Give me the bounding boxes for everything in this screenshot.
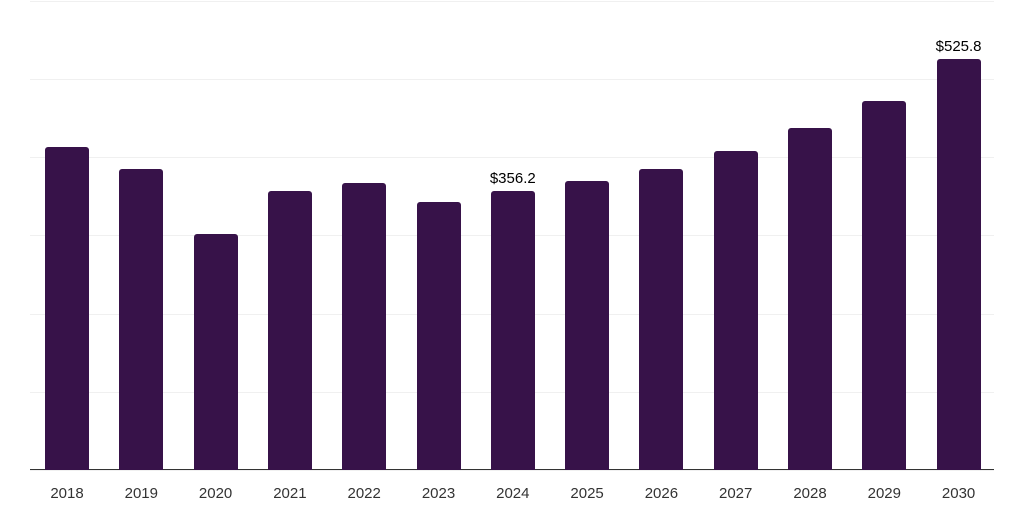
bar-2025 <box>565 180 610 470</box>
x-tick-label: 2019 <box>124 485 158 502</box>
x-tick-label: 2020 <box>198 485 233 502</box>
bar-2023 <box>416 201 461 470</box>
bar-2029 <box>862 100 907 470</box>
bar-2022 <box>342 182 387 470</box>
gridline <box>30 78 994 80</box>
x-tick-label: 2027 <box>719 485 753 502</box>
bar-2027 <box>713 150 758 470</box>
bar-2026 <box>639 168 684 470</box>
bar-2020 <box>193 233 238 470</box>
x-tick-label: 2030 <box>941 485 976 502</box>
x-tick-label: 2024 <box>496 485 530 502</box>
gridline <box>30 157 994 158</box>
bar-2030 <box>936 58 981 470</box>
gridline <box>30 470 994 471</box>
data-label: $525.8 <box>935 37 982 55</box>
bar-2028 <box>788 127 832 470</box>
gridline <box>30 0 994 2</box>
bar-2019 <box>119 168 164 470</box>
x-tick-label: 2021 <box>273 485 307 502</box>
x-tick-label: 2018 <box>50 485 84 502</box>
x-tick-label: 2022 <box>347 485 381 502</box>
x-tick-label: 2029 <box>867 485 901 502</box>
bar-2018 <box>45 146 89 470</box>
bar-2024 <box>490 191 535 470</box>
x-tick-label: 2028 <box>793 485 827 502</box>
x-tick-label: 2023 <box>421 485 456 502</box>
x-tick-label: 2025 <box>570 485 604 502</box>
bar-2021 <box>267 190 312 470</box>
x-tick-label: 2026 <box>644 485 679 502</box>
data-label: $356.2 <box>489 170 536 188</box>
